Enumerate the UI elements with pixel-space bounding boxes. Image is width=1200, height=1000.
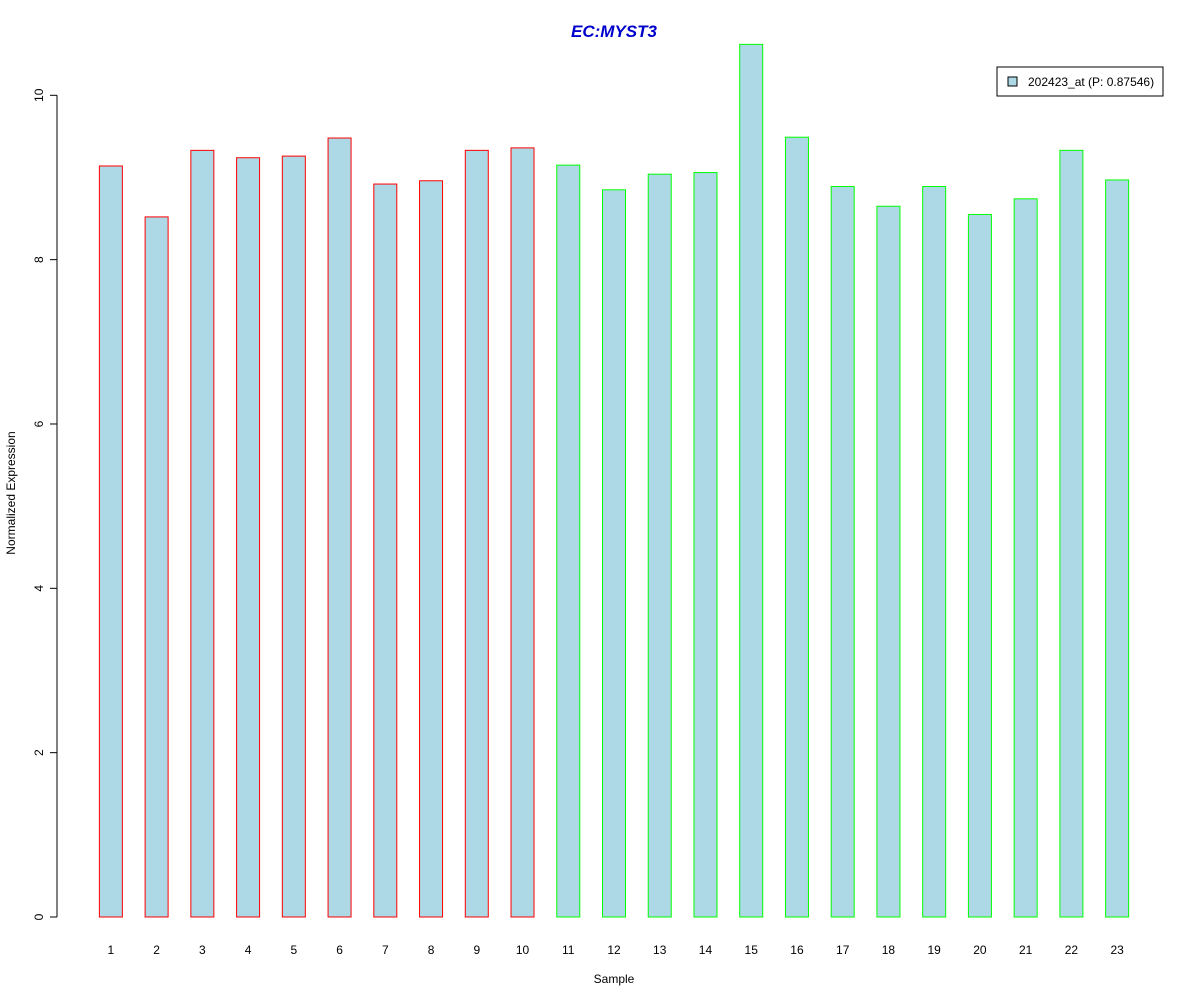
x-tick-label: 2 [153, 943, 160, 957]
bar-sample-14 [693, 172, 718, 918]
bar-sample-11 [556, 164, 581, 918]
bar-sample-19 [922, 186, 947, 918]
x-tick-label: 3 [199, 943, 206, 957]
y-axis-label: Normalized Expression [4, 431, 18, 554]
x-tick-label: 7 [382, 943, 389, 957]
x-tick-label: 20 [973, 943, 987, 957]
bar-sample-2 [144, 216, 169, 918]
x-tick-label: 18 [882, 943, 896, 957]
x-tick-label: 16 [790, 943, 804, 957]
chart-title: EC:MYST3 [571, 22, 658, 41]
bar-sample-8 [419, 180, 444, 918]
x-tick-label: 13 [653, 943, 667, 957]
x-tick-label: 17 [836, 943, 850, 957]
legend-swatch [1007, 76, 1018, 87]
x-tick-label: 23 [1110, 943, 1124, 957]
x-tick-label: 10 [516, 943, 530, 957]
x-tick-label: 8 [428, 943, 435, 957]
bar-sample-20 [967, 213, 992, 918]
bar-sample-22 [1059, 149, 1084, 918]
y-tick-label: 8 [32, 256, 46, 263]
legend-box [996, 66, 1164, 97]
y-tick-label: 6 [32, 420, 46, 427]
bar-sample-10 [510, 147, 535, 918]
bar-sample-21 [1013, 198, 1038, 918]
x-tick-label: 12 [607, 943, 621, 957]
bar-sample-18 [876, 205, 901, 918]
x-tick-labels: 1 2 3 4 5 6 7 8 9 10 11 12 13 14 15 16 17 18 19 20 21 22 23 [108, 943, 1125, 957]
bar-sample-16 [784, 136, 809, 918]
legend: 202423_at (P: 0.87546) [996, 66, 1164, 97]
x-tick-label: 14 [699, 943, 713, 957]
bar-sample-1 [98, 165, 123, 918]
x-tick-label: 1 [108, 943, 115, 957]
bar-sample-17 [830, 186, 855, 918]
bar-sample-9 [464, 149, 489, 918]
x-tick-label: 21 [1019, 943, 1033, 957]
x-axis-label: Sample [594, 972, 635, 986]
x-tick-label: 4 [245, 943, 252, 957]
y-tick-label: 2 [32, 749, 46, 756]
y-axis: 0 2 4 6 8 10 [32, 88, 58, 920]
x-tick-label: 5 [290, 943, 297, 957]
bar-sample-23 [1105, 179, 1130, 918]
bar-sample-3 [190, 149, 215, 918]
bar-sample-12 [602, 189, 626, 918]
bar-sample-6 [327, 137, 352, 918]
bar-sample-13 [647, 173, 672, 918]
x-tick-label: 11 [562, 943, 575, 957]
bar-sample-15 [739, 43, 764, 918]
bars [98, 43, 1130, 918]
x-tick-label: 22 [1065, 943, 1079, 957]
bar-sample-7 [373, 183, 398, 918]
x-tick-label: 9 [473, 943, 480, 957]
bar-sample-4 [236, 157, 261, 918]
bar-sample-5 [281, 155, 306, 918]
legend-label: 202423_at (P: 0.87546) [1028, 75, 1154, 89]
x-tick-label: 15 [745, 943, 759, 957]
x-tick-label: 19 [927, 943, 941, 957]
y-tick-label: 10 [32, 88, 46, 102]
x-tick-label: 6 [336, 943, 343, 957]
y-tick-label: 4 [32, 585, 46, 592]
y-tick-label: 0 [32, 913, 46, 920]
